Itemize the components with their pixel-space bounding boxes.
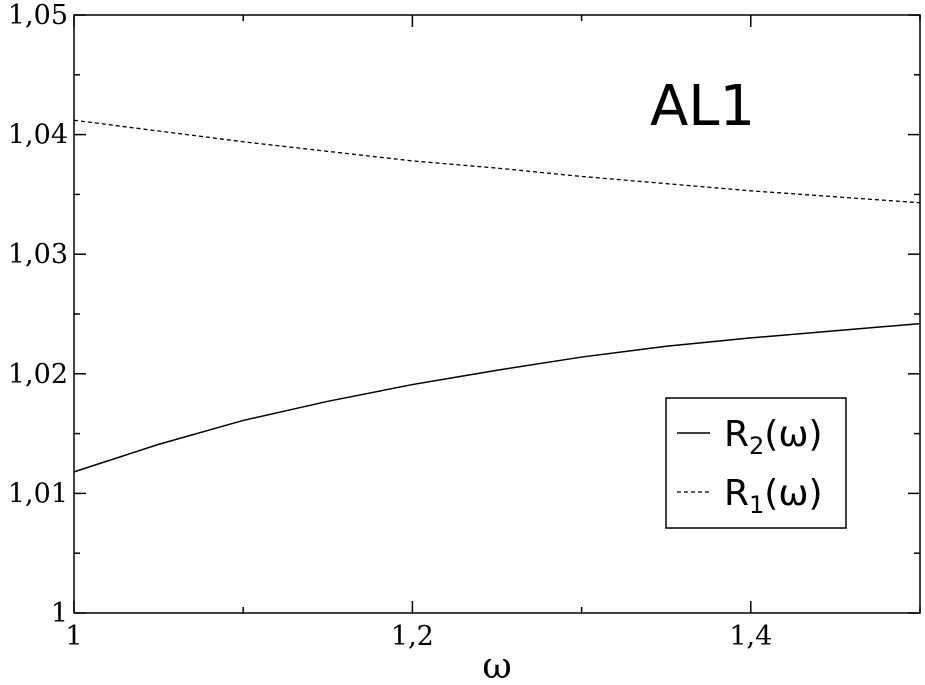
y-tick-label: 1,05 bbox=[8, 0, 68, 31]
series-lines bbox=[73, 119, 921, 473]
x-tick-label: 1,2 bbox=[391, 621, 434, 652]
y-tick-label: 1,03 bbox=[8, 239, 68, 270]
x-tick-label: 1,4 bbox=[729, 621, 772, 652]
series-line-r1 bbox=[73, 119, 921, 204]
legend-label-r1: R1(ω) bbox=[724, 473, 823, 519]
x-axis-title: ω bbox=[482, 646, 511, 685]
chart-annotation: AL1 bbox=[650, 74, 755, 139]
y-tick-label: 1,01 bbox=[8, 478, 68, 509]
y-tick-label: 1,02 bbox=[8, 359, 68, 390]
legend-box bbox=[665, 397, 847, 529]
axis-ticks bbox=[73, 14, 921, 614]
series-line-r2 bbox=[73, 322, 921, 473]
tick-labels: 1 1,2 1,4 1 1,01 1,02 1,03 1,04 1,05 bbox=[8, 0, 772, 652]
legend-label-r2: R2(ω) bbox=[724, 414, 823, 460]
y-tick-label: 1,04 bbox=[8, 120, 68, 151]
legend: R2(ω) R1(ω) bbox=[665, 397, 847, 529]
y-tick-label: 1 bbox=[51, 598, 68, 629]
x-tick-label: 1 bbox=[65, 621, 82, 652]
